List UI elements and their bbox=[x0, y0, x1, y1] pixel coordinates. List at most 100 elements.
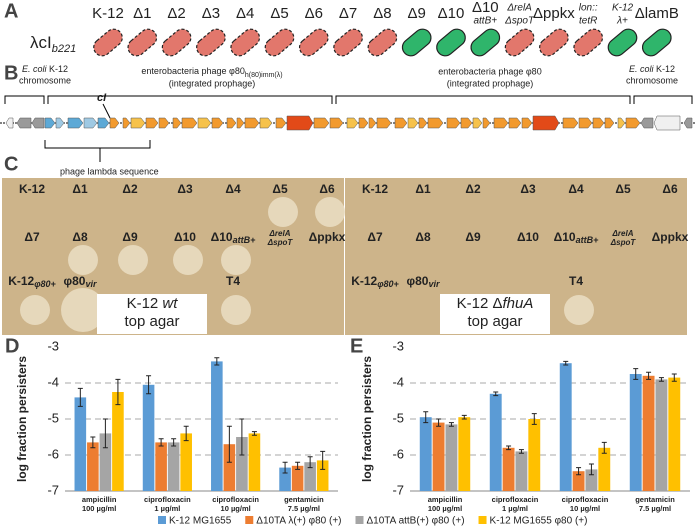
error-bar bbox=[423, 411, 429, 424]
strain: K-12 bbox=[92, 5, 124, 57]
spot-label: φ80vir bbox=[407, 274, 440, 289]
bar bbox=[74, 397, 87, 491]
x-tick-label: ampicillin bbox=[82, 495, 117, 504]
strain-cell bbox=[539, 28, 569, 57]
gene-arrow bbox=[55, 117, 65, 129]
spot-label: Δ5 bbox=[615, 182, 631, 196]
error-bar bbox=[214, 357, 220, 366]
x-tick-label: ciprofloxacin bbox=[212, 495, 259, 504]
spot-text: Δ10 bbox=[554, 230, 576, 244]
bar bbox=[502, 447, 515, 491]
strain: Δ10 bbox=[436, 5, 466, 57]
error-bar bbox=[102, 418, 108, 449]
bar bbox=[419, 417, 432, 491]
spot-text: Δ1 bbox=[72, 182, 88, 196]
spot-text: Δ7 bbox=[24, 230, 40, 244]
spot-label: K-12φ80+ bbox=[351, 274, 399, 289]
gene-arrow bbox=[407, 117, 419, 129]
gene-arrow bbox=[604, 117, 615, 129]
strain-cell bbox=[607, 28, 638, 57]
gene-arrow bbox=[493, 117, 509, 129]
plate-caption: top agar bbox=[124, 313, 179, 330]
gene-label: cI bbox=[97, 92, 107, 104]
error-bar bbox=[531, 413, 537, 425]
x-tick-label: 100 µg/ml bbox=[428, 504, 462, 513]
error-bar bbox=[658, 377, 664, 382]
plaque bbox=[173, 245, 203, 275]
gene-arrow bbox=[368, 117, 377, 129]
chromosome-label: chromosome bbox=[626, 75, 678, 85]
gene-arrow bbox=[236, 117, 245, 129]
spot-text: Δ5 bbox=[615, 182, 631, 196]
spot-label: Δ8 bbox=[72, 230, 88, 244]
strain-cell bbox=[641, 28, 672, 57]
panel-label: D bbox=[5, 335, 19, 357]
panel-label: C bbox=[4, 153, 18, 175]
strain: Δ10attB+ bbox=[470, 0, 501, 57]
gene-arrow bbox=[211, 117, 224, 129]
strain-label: ΔlamB bbox=[635, 5, 679, 22]
strain-label: Δ6 bbox=[305, 5, 323, 22]
strain-cell bbox=[298, 28, 329, 57]
error-bar bbox=[461, 414, 467, 420]
panel-label: A bbox=[4, 0, 18, 22]
legend-swatch bbox=[355, 516, 364, 524]
strain: Δ1 bbox=[127, 5, 158, 57]
error-bar bbox=[226, 425, 232, 463]
gene-arrow bbox=[472, 117, 483, 129]
spot-label: Δ7 bbox=[367, 230, 383, 244]
prophage-note: (integrated prophage) bbox=[169, 78, 256, 88]
x-tick-label: gentamicin bbox=[635, 495, 675, 504]
spot-text: Δ6 bbox=[662, 182, 678, 196]
strain: Δ5 bbox=[264, 5, 295, 57]
plaque bbox=[221, 295, 251, 325]
gene-arrow bbox=[145, 117, 159, 129]
strain: ΔlamB bbox=[635, 5, 679, 57]
gene-arrow bbox=[16, 117, 32, 129]
error-bar bbox=[506, 445, 512, 451]
bar bbox=[316, 460, 329, 491]
gene-arrow bbox=[275, 117, 287, 129]
error-bar bbox=[282, 461, 288, 474]
bar bbox=[515, 451, 528, 491]
bar bbox=[99, 433, 112, 491]
bar bbox=[642, 375, 655, 491]
species: E. coli bbox=[629, 64, 655, 74]
gene-arrow bbox=[329, 117, 344, 129]
error-bar bbox=[633, 368, 639, 380]
strain-label: lon:: bbox=[579, 3, 598, 14]
spot-text: K-12 bbox=[351, 274, 377, 288]
gene-arrow bbox=[625, 117, 641, 129]
legend-swatch bbox=[478, 516, 487, 524]
error-bar bbox=[576, 467, 582, 476]
spot-text: K-12 bbox=[8, 274, 34, 288]
gene-arrow bbox=[532, 115, 560, 131]
caption-box bbox=[440, 294, 550, 334]
spot-text: T4 bbox=[226, 274, 240, 288]
prophage-note: (integrated prophage) bbox=[447, 78, 534, 88]
error-bar bbox=[146, 375, 152, 395]
strain-label: Δ7 bbox=[339, 5, 357, 22]
gene-arrow bbox=[5, 117, 14, 129]
bar bbox=[668, 377, 681, 491]
error-bar bbox=[239, 418, 245, 456]
gene-arrow bbox=[446, 117, 461, 129]
bar bbox=[458, 417, 471, 491]
region-bracket bbox=[47, 95, 333, 104]
strain-label: Δppkx bbox=[533, 5, 575, 22]
spot-label: Δ9 bbox=[122, 230, 138, 244]
strain-cell bbox=[161, 28, 192, 57]
strain-label: Δ5 bbox=[270, 5, 288, 22]
strain-cell bbox=[93, 28, 123, 57]
plaque bbox=[68, 245, 98, 275]
plaque bbox=[564, 295, 594, 325]
gene-arrow bbox=[562, 117, 579, 129]
spot-label: Δ9 bbox=[465, 230, 481, 244]
caption-part: K-12 Δ bbox=[457, 295, 503, 312]
error-bar bbox=[563, 360, 569, 366]
spot-label: Δ3 bbox=[520, 182, 536, 196]
spot-text: Δ3 bbox=[520, 182, 536, 196]
spot-label: Δ2 bbox=[465, 182, 481, 196]
error-bar bbox=[518, 449, 524, 454]
